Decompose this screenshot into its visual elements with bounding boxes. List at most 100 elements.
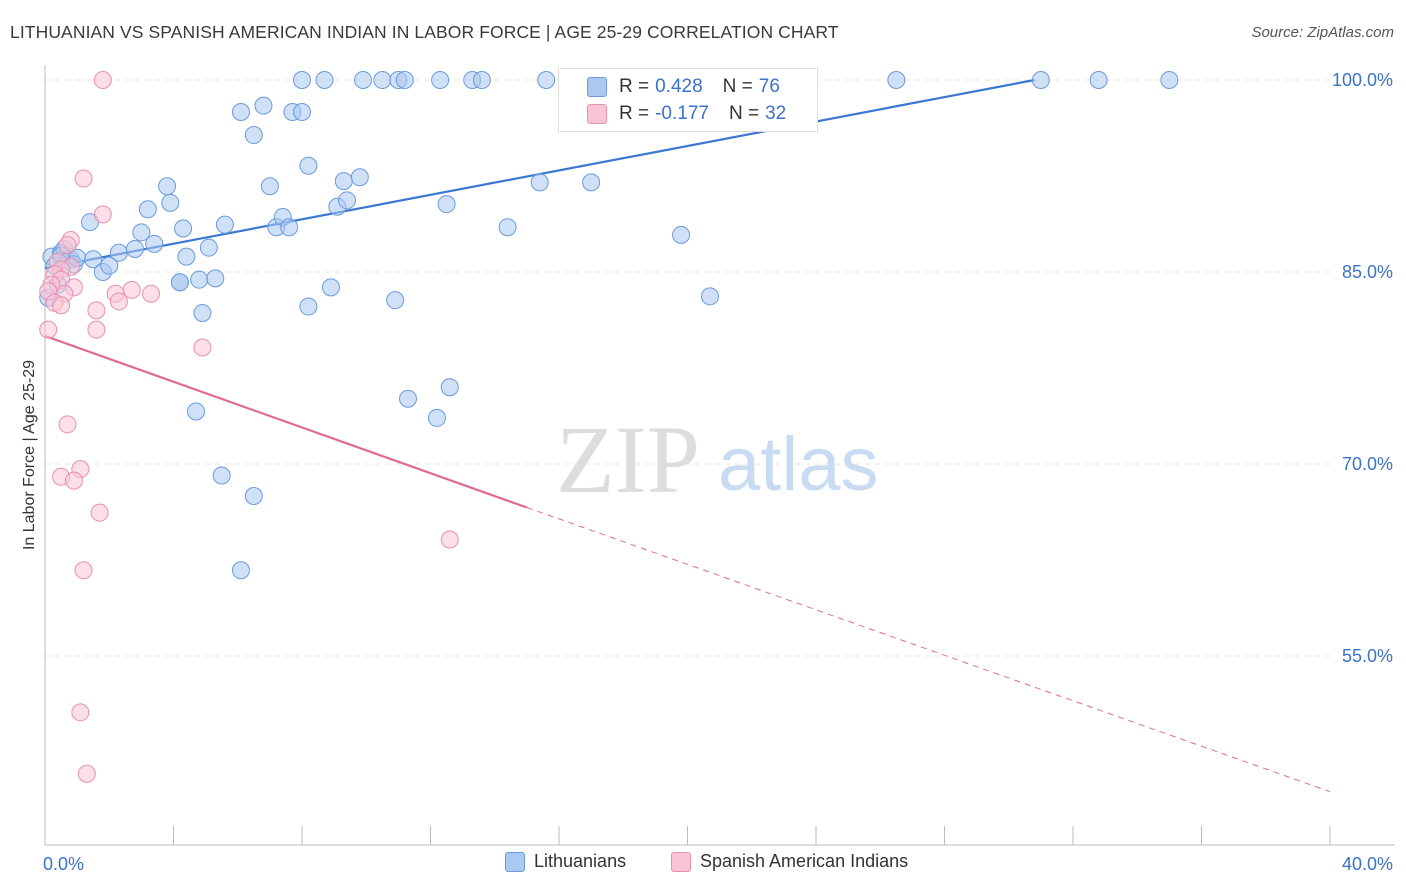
point-lithuanian bbox=[174, 219, 193, 238]
watermark-zip: ZIP bbox=[556, 406, 700, 513]
n-value: 76 bbox=[758, 76, 780, 97]
point-lithuanian bbox=[199, 238, 218, 257]
r-value: 0.428 bbox=[655, 76, 703, 97]
point-lithuanian bbox=[293, 103, 311, 121]
point-spanish-american-indian bbox=[193, 338, 212, 357]
point-lithuanian bbox=[193, 303, 212, 322]
y-tick-label: 85.0% bbox=[1342, 262, 1393, 282]
point-spanish-american-indian bbox=[71, 703, 90, 722]
correlation-legend: R = 0.428 N = 76 R = -0.177 N = 32 bbox=[558, 68, 818, 132]
point-lithuanian bbox=[186, 402, 205, 421]
y-tick-label: 100.0% bbox=[1332, 70, 1393, 90]
legend-item-spanish-american-indians: Spanish American Indians bbox=[671, 851, 908, 872]
point-spanish-american-indian bbox=[93, 205, 112, 224]
point-spanish-american-indian bbox=[52, 296, 71, 315]
point-lithuanian bbox=[321, 278, 340, 297]
point-lithuanian bbox=[100, 256, 119, 275]
points-spanish-american-indians bbox=[39, 71, 459, 783]
point-lithuanian bbox=[190, 270, 209, 289]
point-lithuanian bbox=[498, 218, 517, 237]
chart-title: LITHUANIAN VS SPANISH AMERICAN INDIAN IN… bbox=[10, 22, 839, 42]
point-spanish-american-indian bbox=[109, 292, 128, 311]
watermark: ZIP atlas bbox=[556, 406, 879, 513]
legend-row-lithuanians: R = 0.428 N = 76 bbox=[559, 73, 780, 101]
point-spanish-american-indian bbox=[87, 301, 106, 320]
point-lithuanian bbox=[254, 96, 273, 115]
r-label: R = bbox=[619, 103, 650, 124]
point-lithuanian bbox=[472, 71, 491, 89]
legend-swatch-blue bbox=[587, 77, 607, 97]
point-lithuanian bbox=[215, 215, 234, 234]
point-lithuanian bbox=[177, 247, 196, 266]
y-tick-label: 70.0% bbox=[1342, 454, 1393, 474]
source-credit: Source: ZipAtlas.com bbox=[1251, 24, 1394, 41]
trend-line-spanish-american-indians bbox=[44, 334, 528, 509]
point-lithuanian bbox=[354, 71, 373, 89]
n-label: N = bbox=[722, 76, 753, 97]
legend-swatch-pink bbox=[671, 851, 691, 872]
point-spanish-american-indian bbox=[58, 415, 77, 434]
point-lithuanian bbox=[700, 287, 719, 306]
point-lithuanian bbox=[206, 269, 225, 288]
x-tick-label-min: 0.0% bbox=[43, 854, 84, 874]
point-spanish-american-indian bbox=[90, 503, 109, 522]
point-lithuanian bbox=[315, 71, 334, 89]
point-lithuanian bbox=[887, 71, 906, 89]
point-spanish-american-indian bbox=[87, 320, 106, 339]
point-lithuanian bbox=[260, 177, 279, 196]
point-lithuanian bbox=[158, 177, 177, 196]
point-lithuanian bbox=[280, 218, 299, 237]
legend-swatch-pink bbox=[587, 104, 607, 124]
point-lithuanian bbox=[125, 239, 144, 258]
point-lithuanian bbox=[440, 378, 459, 397]
r-label: R = bbox=[619, 76, 650, 97]
point-lithuanian bbox=[231, 103, 250, 121]
point-lithuanian bbox=[109, 243, 128, 262]
point-lithuanian bbox=[293, 71, 311, 89]
point-lithuanian bbox=[537, 71, 556, 89]
watermark-atlas: atlas bbox=[718, 422, 879, 507]
n-label: N = bbox=[728, 103, 760, 124]
legend-label: Spanish American Indians bbox=[700, 851, 909, 871]
point-lithuanian bbox=[373, 71, 392, 89]
point-lithuanian bbox=[299, 156, 318, 175]
point-lithuanian bbox=[244, 126, 263, 145]
point-spanish-american-indian bbox=[74, 561, 93, 580]
r-value: -0.177 bbox=[655, 103, 709, 124]
point-lithuanian bbox=[1031, 71, 1050, 89]
point-lithuanian bbox=[437, 195, 456, 214]
point-spanish-american-indian bbox=[74, 169, 93, 188]
point-spanish-american-indian bbox=[142, 284, 161, 303]
point-lithuanian bbox=[170, 273, 189, 292]
point-lithuanian bbox=[132, 223, 151, 242]
point-lithuanian bbox=[334, 172, 353, 191]
point-lithuanian bbox=[145, 234, 164, 253]
point-spanish-american-indian bbox=[64, 471, 83, 490]
point-lithuanian bbox=[84, 250, 103, 269]
point-lithuanian bbox=[427, 408, 446, 427]
axes bbox=[44, 65, 1395, 846]
point-lithuanian bbox=[386, 291, 405, 310]
point-lithuanian bbox=[1160, 71, 1179, 89]
point-lithuanian bbox=[431, 71, 450, 89]
point-lithuanian bbox=[299, 297, 318, 316]
x-tick-labels: 0.0% 40.0% bbox=[43, 854, 1393, 874]
point-lithuanian bbox=[212, 466, 231, 485]
y-tick-labels: 55.0% 70.0% 85.0% 100.0% bbox=[1332, 70, 1393, 666]
point-lithuanian bbox=[399, 389, 418, 408]
point-spanish-american-indian bbox=[39, 320, 58, 339]
legend-label: Lithuanians bbox=[534, 851, 627, 871]
series-legend: Lithuanians Spanish American Indians bbox=[0, 851, 1406, 877]
point-lithuanian bbox=[161, 193, 180, 212]
point-lithuanian bbox=[530, 173, 549, 192]
x-tick-label-max: 40.0% bbox=[1342, 854, 1393, 874]
point-lithuanian bbox=[350, 168, 369, 187]
legend-item-lithuanians: Lithuanians bbox=[505, 851, 626, 872]
point-lithuanian bbox=[1089, 71, 1108, 89]
point-spanish-american-indian bbox=[440, 530, 459, 549]
legend-swatch-blue bbox=[505, 851, 525, 872]
point-lithuanian bbox=[231, 561, 250, 580]
point-spanish-american-indian bbox=[77, 764, 96, 783]
n-value: 32 bbox=[765, 103, 787, 124]
